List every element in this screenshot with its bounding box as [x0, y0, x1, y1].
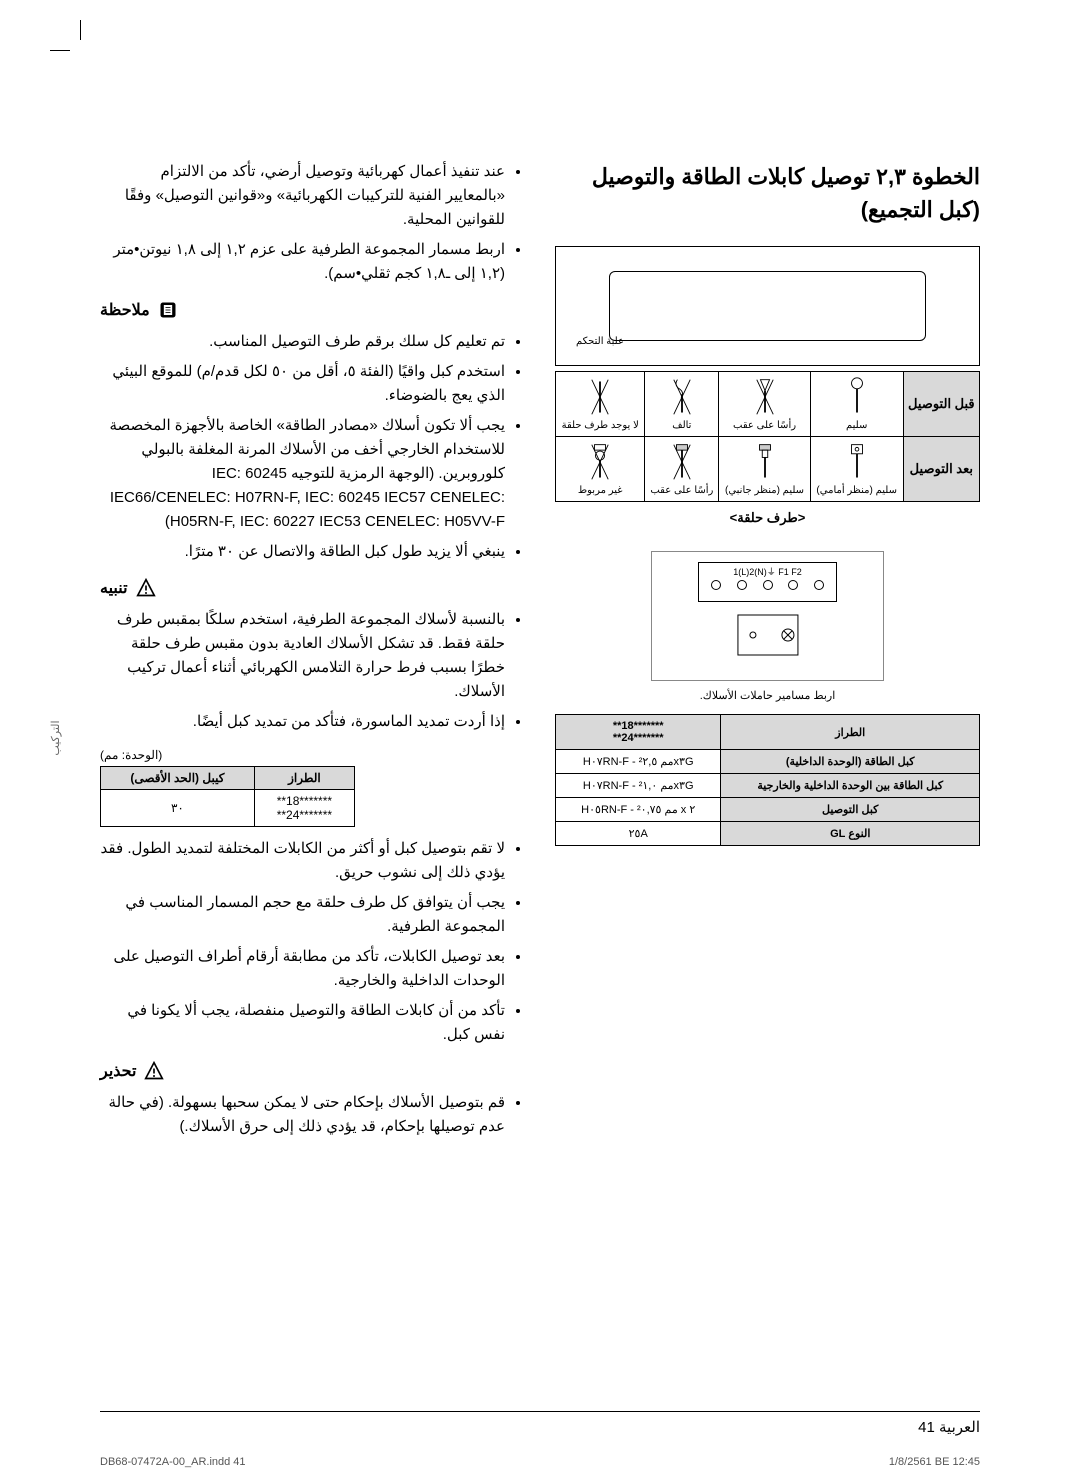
page-number: العربية 41 [100, 1418, 980, 1436]
terminal-caption: اربط مسامير حاملات الأسلاك. [555, 689, 980, 702]
caution-icon [136, 578, 156, 598]
bullet: إذا أردت تمديد الماسورة، فتأكد من تمديد … [100, 710, 505, 734]
control-box-label: علبة التحكم [576, 336, 624, 347]
print-timestamp: 1/8/2561 BE 12:45 [889, 1456, 980, 1468]
ext-models: **18******* **24******* [254, 790, 354, 827]
conn-after-loose: غير مربوط [556, 437, 645, 502]
ext-cable-val: ٣٠ [101, 790, 255, 827]
bullet: قم بتوصيل الأسلاك بإحكام حتى لا يمكن سحب… [100, 1091, 505, 1139]
page-content: الخطوة ٢,٣ توصيل كابلات الطاقة والتوصيل … [0, 0, 1080, 1203]
bullet: بعد توصيل الكابلات، تأكد من مطابقة أرقام… [100, 945, 505, 993]
caution-bullets-2: لا تقم بتوصيل كبل أو أكثر من الكابلات ال… [100, 837, 505, 1047]
bullet: ينبغي ألا يزيد طول كبل الطاقة والاتصال ع… [100, 540, 505, 564]
conn-cell-noring: لا يوجد طرف حلقة [556, 372, 645, 437]
conn-cell-damaged: تالف [645, 372, 719, 437]
before-connection-header: قبل التوصيل [903, 372, 979, 437]
conn-cell-ok: سليم [810, 372, 903, 437]
bullet: لا تقم بتوصيل كبل أو أكثر من الكابلات ال… [100, 837, 505, 885]
conn-after-upside: رأسًا على عقب [645, 437, 719, 502]
page-footer: العربية 41 [0, 1411, 1080, 1436]
right-column: الخطوة ٢,٣ توصيل كابلات الطاقة والتوصيل … [555, 160, 980, 1153]
print-file: DB68-07472A-00_AR.indd 41 [100, 1456, 246, 1468]
conn-after-front: سليم (منظر أمامي) [810, 437, 903, 502]
conn-after-side: سليم (منظر جانبي) [719, 437, 810, 502]
conn-cell-upside: رأسًا على عقب [719, 372, 810, 437]
caution-header: تنبيه [100, 578, 525, 598]
note-icon [158, 300, 178, 320]
note-label: ملاحظة [100, 300, 150, 320]
terminal-block-diagram: 1(L)2(N)⏚ F1 F2 [651, 551, 885, 681]
bullet: يجب ألا تكون أسلاك «مصادر الطاقة» الخاصة… [100, 414, 505, 534]
bullet: استخدم كبل واقيًا (الفئة ٥، أقل من ٥٠ لك… [100, 360, 505, 408]
intro-bullets: عند تنفيذ أعمال كهربائية وتوصيل أرضي، تأ… [100, 160, 505, 286]
ext-head-cable: كيبل (الحد الأقصى) [101, 767, 255, 790]
note-header: ملاحظة [100, 300, 525, 320]
extension-table: الطراز كيبل (الحد الأقصى) **18******* **… [100, 766, 355, 827]
warning-icon [144, 1061, 164, 1081]
bullet: عند تنفيذ أعمال كهربائية وتوصيل أرضي، تأ… [100, 160, 505, 232]
warning-header: تحذير [100, 1061, 525, 1081]
note-bullets: تم تعليم كل سلك برقم طرف التوصيل المناسب… [100, 330, 505, 564]
terminal-labels: 1(L)2(N)⏚ F1 F2 [699, 563, 836, 578]
unit-note: (الوحدة: مم) [100, 748, 525, 762]
indoor-unit-diagram: علبة التحكم [555, 246, 980, 366]
spec-head-models: **18******* **24******* [556, 715, 721, 750]
bullet: بالنسبة لأسلاك المجموعة الطرفية، استخدم … [100, 608, 505, 704]
after-connection-header: بعد التوصيل [903, 437, 979, 502]
wiring-state-table: قبل التوصيل سليم رأسًا على عقب تالف لا ي… [555, 371, 980, 502]
warning-bullets: قم بتوصيل الأسلاك بإحكام حتى لا يمكن سحب… [100, 1091, 505, 1139]
ext-head-model: الطراز [254, 767, 354, 790]
caution-label: تنبيه [100, 578, 128, 598]
bullet: يجب أن يتوافق كل طرف حلقة مع حجم المسمار… [100, 891, 505, 939]
bullet: تأكد من أن كابلات الطاقة والتوصيل منفصلة… [100, 999, 505, 1047]
main-title: الخطوة ٢,٣ توصيل كابلات الطاقة والتوصيل … [555, 160, 980, 226]
print-meta-bar: DB68-07472A-00_AR.indd 41 1/8/2561 BE 12… [0, 1456, 1080, 1468]
cable-spec-table: الطراز **18******* **24******* كبل الطاق… [555, 714, 980, 846]
ring-terminal-caption: <طرف حلقة> [555, 510, 980, 526]
spec-head-model: الطراز [721, 715, 980, 750]
bullet: تم تعليم كل سلك برقم طرف التوصيل المناسب… [100, 330, 505, 354]
caution-bullets-1: بالنسبة لأسلاك المجموعة الطرفية، استخدم … [100, 608, 505, 734]
bullet: اربط مسمار المجموعة الطرفية على عزم ١,٢ … [100, 238, 505, 286]
left-column: عند تنفيذ أعمال كهربائية وتوصيل أرضي، تأ… [100, 160, 525, 1153]
warning-label: تحذير [100, 1061, 136, 1081]
